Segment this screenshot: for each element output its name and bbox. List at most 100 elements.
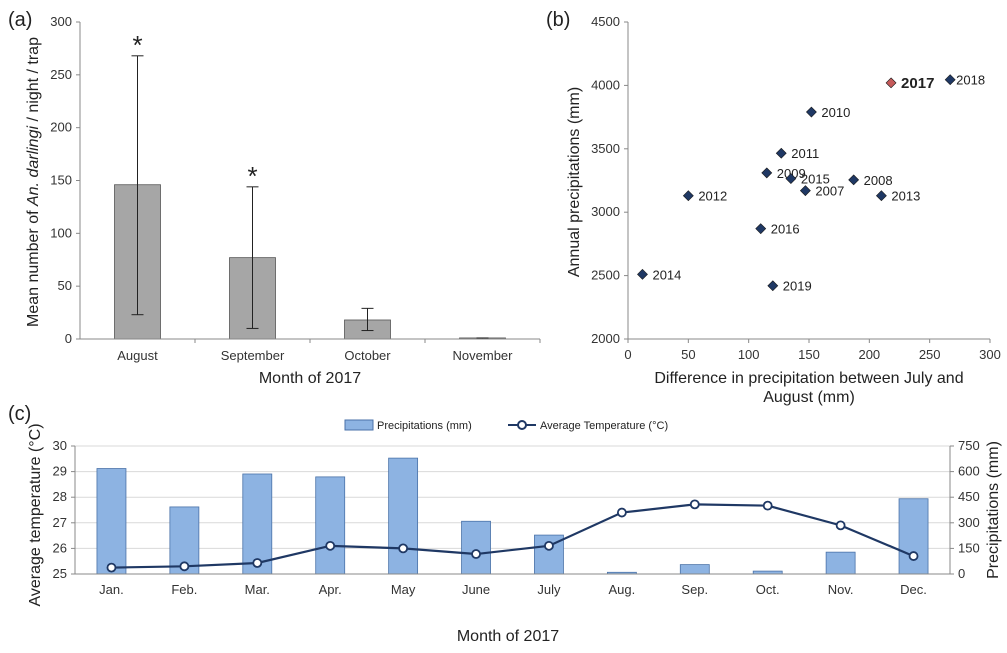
panel-b-point-label: 2014	[652, 267, 681, 282]
panel-a-y-tick-label: 50	[58, 278, 72, 293]
panel-b-point	[682, 190, 694, 202]
panel-c-left-tick-label: 25	[53, 566, 67, 581]
panel-c-precip-bar	[461, 520, 491, 575]
panel-b-point-label: 2008	[864, 173, 893, 188]
panel-b-x-tick-label: 50	[681, 347, 695, 362]
panel-c-left-tick-label: 26	[53, 540, 67, 555]
panel-b-point-label: 2007	[815, 184, 844, 199]
panel-b-point	[875, 190, 887, 202]
panel-c-label: (c)	[8, 403, 31, 425]
panel-c-temperature-point	[544, 540, 554, 551]
panel-c-temperature-point	[762, 500, 773, 511]
panel-c-temperature-line	[111, 503, 914, 569]
panel-c-precip-bar	[315, 476, 346, 575]
panel-a-y-axis-title: Mean number of An. darlingi / night / tr…	[25, 37, 42, 327]
panel-c-x-tick-label: Jan.	[99, 582, 124, 597]
panel-b-x-tick-label: 250	[919, 347, 941, 362]
panel-a-y-tick-label: 100	[50, 225, 72, 240]
panel-a-x-tick-label: November	[453, 348, 514, 363]
panel-b-point-label: 2013	[891, 189, 920, 204]
legend-precip-label: Precipitations (mm)	[377, 420, 472, 432]
panel-a-y-tick-label: 250	[50, 67, 72, 82]
panel-a: (a) 0 50 100 150 200 250 300 * * August Septembe…	[8, 9, 541, 387]
panel-b-point	[775, 147, 787, 159]
panel-b-label: (b)	[546, 9, 570, 31]
panel-c-x-tick-label: Mar.	[245, 582, 270, 597]
panel-a-y-tick-label: 300	[50, 14, 72, 29]
panel-b-x-tick-label: 200	[858, 347, 880, 362]
panel-a-y-tick-label: 0	[65, 331, 72, 346]
panel-b-point	[767, 280, 779, 292]
panel-b-y-tick-label: 2000	[591, 331, 620, 346]
panel-b-x-tick-label: 0	[624, 347, 631, 362]
panel-b-x-tick-label: 150	[798, 347, 820, 362]
panel-b-point	[785, 173, 797, 185]
panel-a-x-tick-label: August	[117, 348, 158, 363]
panel-c-temperature-point	[325, 540, 336, 551]
panel-b-x-axis-title-line2: August (mm)	[763, 389, 855, 406]
panel-c-right-tick-label: 600	[958, 464, 980, 479]
legend-temp-marker	[517, 420, 527, 430]
panel-b-point-label: 2016	[771, 222, 800, 237]
panel-a-x-tick-label: October	[344, 348, 391, 363]
panel-b-point	[885, 77, 897, 89]
panel-c-legend: Precipitations (mm) Average Temperature …	[344, 419, 668, 432]
panel-b: (b) 2000 2500 3000 3500 4000 4500 0 50 100 150 200…	[546, 9, 1001, 406]
panel-c-precip-bar	[388, 457, 419, 575]
panel-c-left-tick-label: 29	[53, 464, 67, 479]
panel-c-left-tick-label: 30	[53, 438, 67, 453]
panel-c-temperature-point	[835, 520, 846, 531]
panel-c-x-tick-label: Apr.	[319, 582, 342, 597]
panel-b-point-label: 2015	[801, 172, 830, 187]
panel-b-x-axis-title-line1: Difference in precipitation between July…	[654, 370, 963, 387]
panel-c-temperature-point	[106, 562, 117, 573]
panel-c-right-y-axis-title: Precipitations (mm)	[985, 441, 1002, 579]
panel-c-precip-bar	[679, 564, 710, 575]
panel-c-x-tick-label: Aug.	[609, 582, 636, 597]
panel-b-x-tick-label: 300	[979, 347, 1001, 362]
panel-a-y-tick-label: 150	[50, 173, 72, 188]
panel-a-label: (a)	[8, 9, 32, 31]
legend-temp-label: Average Temperature (°C)	[540, 420, 668, 432]
panel-b-point	[637, 268, 648, 280]
panel-c-precip-bar	[242, 473, 273, 575]
panel-c-x-tick-label: June	[462, 582, 490, 597]
panel-b-x-tick-label: 100	[738, 347, 760, 362]
panel-b-point-label: 2012	[698, 189, 727, 204]
panel-c-temperature-point	[908, 551, 919, 561]
panel-c-left-tick-label: 28	[53, 489, 67, 504]
panel-a-significance-marker: *	[132, 30, 142, 60]
panel-c-temperature-point	[689, 499, 700, 510]
panel-b-point-label: 2018	[956, 73, 985, 88]
panel-c-precip-bar	[825, 551, 856, 575]
panel-b-point-label: 2019	[783, 279, 812, 294]
panel-c-temperature-point	[179, 561, 190, 572]
panel-c-x-tick-label: May	[391, 582, 416, 597]
panel-b-point	[799, 185, 811, 197]
panel-c-x-tick-label: Sep.	[681, 582, 708, 597]
panel-c-right-tick-label: 150	[958, 540, 980, 555]
panel-b-point	[805, 106, 817, 118]
panel-b-point-label: 2011	[791, 146, 819, 161]
legend-precip-swatch	[344, 419, 374, 431]
panel-a-x-axis-title: Month of 2017	[259, 370, 361, 387]
panel-b-y-tick-label: 4500	[591, 14, 620, 29]
panel-a-significance-marker: *	[247, 161, 257, 191]
panel-c-temperature-point	[471, 549, 481, 559]
panel-c-right-tick-label: 750	[958, 438, 980, 453]
panel-b-y-tick-label: 3000	[591, 204, 620, 219]
panel-a-x-tick-label: September	[221, 348, 285, 363]
panel-b-point-label: 2010	[821, 105, 850, 120]
panel-b-point-label: 2009	[777, 166, 806, 181]
panel-c-temperature-point	[252, 558, 263, 568]
panel-b-point	[848, 174, 860, 186]
panel-b-point	[755, 223, 767, 235]
panel-c-x-tick-label: Oct.	[756, 582, 780, 597]
panel-b-point-label: 2017	[901, 75, 934, 92]
panel-c-precip-bar	[898, 498, 929, 575]
panel-b-y-tick-label: 4000	[591, 77, 620, 92]
panel-c-x-tick-label: July	[537, 582, 561, 597]
panel-c: (c) Precipitations (mm) Average Temperat…	[8, 403, 1002, 645]
panel-b-y-tick-label: 2500	[591, 268, 620, 283]
